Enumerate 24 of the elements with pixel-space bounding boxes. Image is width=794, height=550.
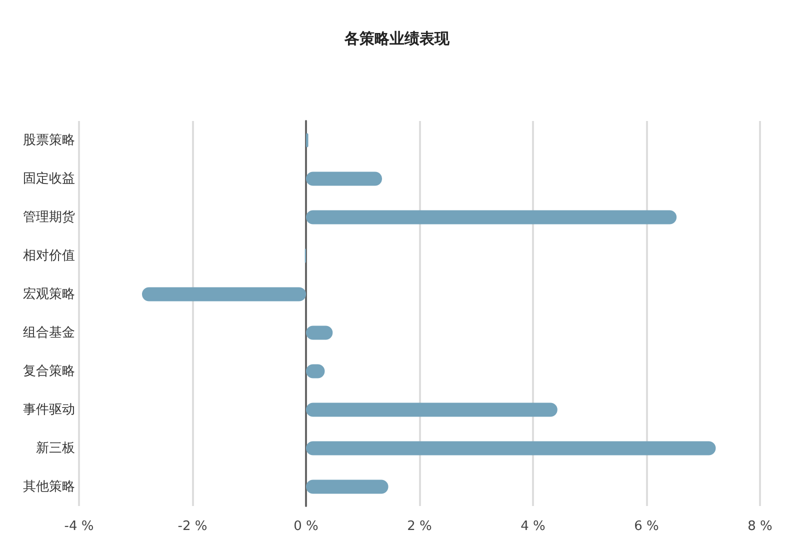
y-tick-label: 股票策略 (23, 132, 75, 148)
bar (306, 210, 677, 224)
y-tick-label: 组合基金 (23, 325, 75, 340)
x-tick-label: 0 % (294, 519, 318, 534)
x-tick-label: -4 % (64, 519, 94, 534)
y-tick-label: 复合策略 (23, 364, 75, 379)
bar (142, 287, 306, 302)
y-tick-label: 相对价值 (23, 248, 75, 264)
y-tick-label: 新三板 (36, 440, 75, 456)
bar (306, 402, 558, 417)
bar (306, 172, 382, 186)
x-tick-label: 8 % (748, 519, 772, 534)
y-tick-label: 管理期货 (23, 210, 75, 225)
x-tick-label: 6 % (634, 519, 659, 534)
y-tick-label: 宏观策略 (23, 286, 75, 302)
y-tick-label: 事件驱动 (23, 402, 75, 418)
x-tick-label: 4 % (520, 519, 546, 534)
x-tick-label: -2 % (178, 519, 208, 534)
bar (306, 480, 388, 494)
chart-title: 各策略业绩表现 (344, 30, 450, 48)
y-tick-label: 其他策略 (23, 479, 75, 494)
bar (306, 441, 716, 456)
y-tick-label: 固定收益 (23, 171, 75, 186)
x-tick-label: 2 % (407, 519, 432, 534)
